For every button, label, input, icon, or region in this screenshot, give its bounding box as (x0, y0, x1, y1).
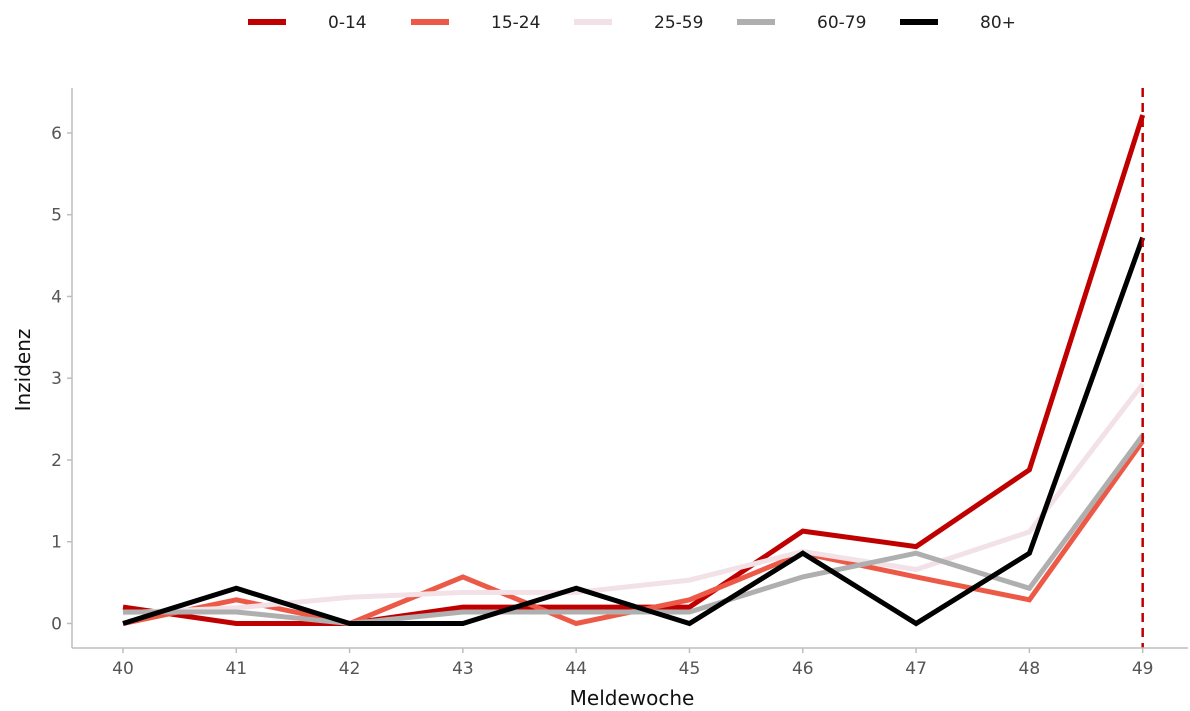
x-tick-label: 42 (339, 659, 361, 679)
legend-item: 60-79 (737, 13, 866, 33)
series-line-3 (123, 433, 1145, 627)
chart-series-lines (122, 114, 1146, 627)
x-tick-label: 49 (1132, 659, 1154, 679)
x-tick-label: 45 (679, 659, 701, 679)
y-tick-label: 1 (51, 533, 62, 553)
x-tick-label: 43 (452, 659, 474, 679)
x-tick-label: 46 (792, 659, 814, 679)
legend-item: 25-59 (574, 13, 703, 33)
x-tick-label: 48 (1019, 659, 1041, 679)
legend-label: 0-14 (328, 13, 367, 33)
x-tick-label: 47 (905, 659, 927, 679)
legend-label: 15-24 (491, 13, 540, 33)
y-tick-label: 3 (51, 369, 62, 389)
legend-item: 0-14 (248, 13, 367, 33)
y-tick-label: 6 (51, 124, 62, 144)
x-tick-label: 41 (225, 659, 247, 679)
legend-item: 80+ (900, 13, 1016, 33)
series-line-4 (122, 236, 1146, 627)
y-axis-title: Inzidenz (11, 329, 35, 412)
x-tick-label: 44 (565, 659, 587, 679)
x-axis-title: Meldewoche (570, 686, 695, 710)
legend-item: 15-24 (411, 13, 540, 33)
legend-label: 80+ (980, 13, 1016, 33)
legend-label: 25-59 (654, 13, 703, 33)
y-tick-label: 2 (51, 451, 62, 471)
legend: 0-14 15-24 25-59 60-79 80+ (248, 13, 1016, 33)
y-tick-label: 0 (51, 614, 62, 634)
series-line-2 (122, 382, 1145, 616)
series-line-1 (122, 439, 1145, 627)
x-tick-label: 40 (112, 659, 134, 679)
legend-label: 60-79 (817, 13, 866, 33)
y-tick-label: 4 (51, 287, 62, 307)
y-tick-label: 5 (51, 206, 62, 226)
